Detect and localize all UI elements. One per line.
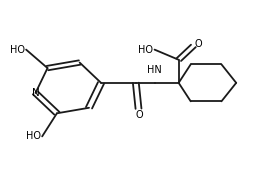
Text: O: O [135,110,143,120]
Text: HO: HO [10,45,25,55]
Text: HO: HO [138,45,153,55]
Text: N: N [32,88,39,98]
Text: HO: HO [26,131,41,141]
Text: O: O [195,39,202,49]
Text: HN: HN [147,65,162,76]
